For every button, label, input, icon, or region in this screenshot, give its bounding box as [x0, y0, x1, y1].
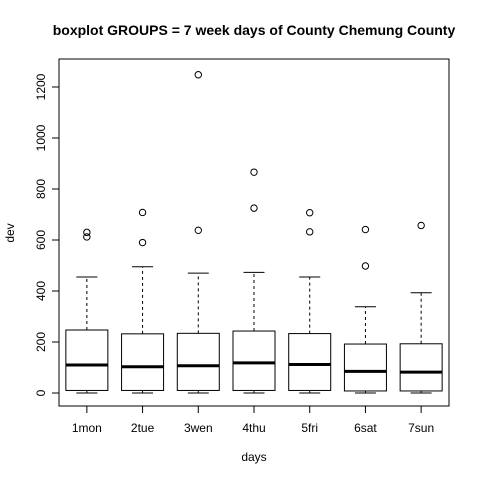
iqr-box — [176, 332, 220, 391]
box-2tue — [121, 208, 165, 394]
outlier-point — [250, 204, 258, 212]
chart-title: boxplot GROUPS = 7 week days of County C… — [53, 22, 456, 38]
y-axis: 0 200 400 600 800 1000 1200 — [34, 73, 60, 396]
box-5fri — [288, 209, 332, 394]
x-tick-label: 6sat — [354, 421, 377, 435]
outlier-point — [361, 225, 370, 234]
x-tick-label: 4thu — [242, 421, 265, 435]
iqr-box — [121, 333, 165, 391]
y-tick-label: 1200 — [34, 73, 48, 100]
outlier-point — [83, 228, 91, 237]
outlier-point — [306, 209, 314, 217]
outlier-point — [194, 71, 202, 79]
x-tick-label: 2tue — [131, 421, 155, 435]
iqr-box — [288, 333, 332, 391]
x-tick-label: 1mon — [72, 421, 102, 435]
iqr-box — [65, 329, 109, 391]
iqr-box — [232, 330, 276, 391]
x-axis: 1mon 2tue 3wen 4thu 5fri 6sat 7sun — [72, 405, 434, 435]
box-6sat — [343, 225, 387, 394]
x-axis-label: days — [241, 450, 266, 464]
x-tick-label: 5fri — [301, 421, 318, 435]
box-series — [65, 71, 443, 394]
y-tick-label: 200 — [34, 332, 48, 352]
box-7sun — [399, 221, 443, 394]
outlier-point — [138, 238, 147, 247]
outlier-point — [361, 262, 370, 270]
outlier-point — [417, 221, 425, 230]
y-tick-label: 400 — [34, 281, 48, 301]
box-3wen — [176, 71, 220, 394]
outlier-point — [250, 168, 258, 176]
y-tick-label: 1000 — [34, 124, 48, 151]
outlier-point — [83, 233, 91, 241]
y-tick-label: 600 — [34, 230, 48, 250]
y-axis-label: dev — [3, 223, 17, 242]
iqr-box — [399, 343, 443, 392]
box-1mon — [65, 228, 109, 394]
y-tick-label: 0 — [34, 389, 48, 396]
x-tick-label: 7sun — [408, 421, 434, 435]
iqr-box — [343, 343, 387, 392]
outlier-point — [306, 228, 314, 236]
outlier-point — [138, 208, 147, 217]
outlier-point — [194, 226, 202, 235]
box-4thu — [232, 168, 276, 394]
x-tick-label: 3wen — [184, 421, 213, 435]
y-tick-label: 800 — [34, 179, 48, 199]
